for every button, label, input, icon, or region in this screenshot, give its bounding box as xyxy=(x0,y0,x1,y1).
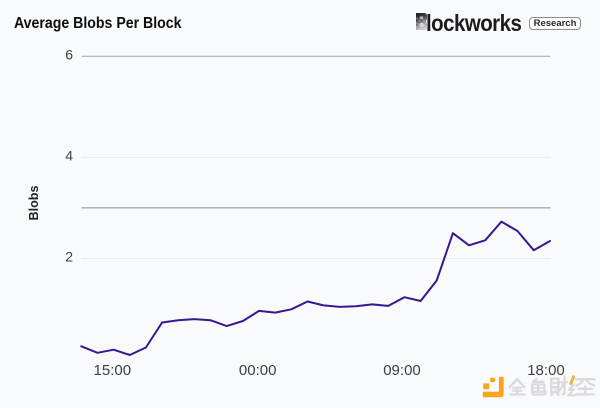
svg-text:4: 4 xyxy=(65,148,73,164)
svg-text:15:00: 15:00 xyxy=(94,362,132,379)
svg-text:00:00: 00:00 xyxy=(239,362,277,379)
svg-text:2: 2 xyxy=(65,249,73,265)
svg-text:6: 6 xyxy=(65,47,73,63)
svg-text:09:00: 09:00 xyxy=(383,362,421,379)
svg-text:18:00: 18:00 xyxy=(527,362,565,379)
